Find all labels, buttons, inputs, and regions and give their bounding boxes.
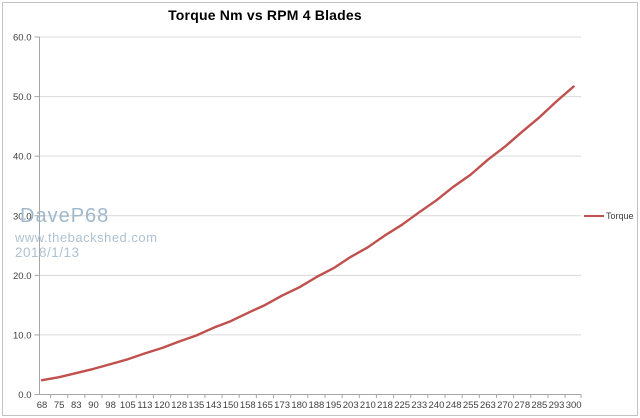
x-axis-label: 120 — [154, 400, 170, 411]
x-axis-label: 240 — [429, 400, 445, 411]
y-axis-label: 30.0 — [13, 211, 32, 222]
y-axis-label: 20.0 — [13, 271, 32, 282]
x-axis-label: 218 — [377, 400, 393, 411]
legend: Torque — [584, 211, 634, 221]
x-axis-label: 203 — [343, 400, 359, 411]
chart-title: Torque Nm vs RPM 4 Blades — [168, 7, 362, 23]
y-axis-label: 40.0 — [13, 152, 32, 163]
y-axis-label: 10.0 — [13, 330, 32, 341]
x-axis-label: 255 — [463, 400, 479, 411]
x-axis-label: 270 — [497, 400, 513, 411]
y-axis-label: 60.0 — [13, 33, 32, 44]
x-axis-label: 180 — [291, 400, 307, 411]
x-axis-label: 158 — [240, 400, 256, 411]
x-axis-label: 135 — [188, 400, 204, 411]
x-axis-label: 225 — [394, 400, 410, 411]
x-axis-label: 233 — [411, 400, 427, 411]
x-axis-label: 293 — [549, 400, 565, 411]
x-axis-label: 300 — [566, 400, 582, 411]
x-axis-label: 188 — [308, 400, 324, 411]
x-axis-label: 165 — [257, 400, 273, 411]
x-axis-label: 113 — [137, 400, 152, 411]
y-axis-label: 50.0 — [13, 92, 32, 103]
x-axis-label: 150 — [223, 400, 239, 411]
legend-line-sample-torque — [584, 214, 604, 218]
x-axis-label: 143 — [206, 400, 222, 411]
torque-series-line — [40, 85, 575, 382]
x-axis-label: 210 — [360, 400, 376, 411]
x-axis-label: 285 — [531, 400, 547, 411]
legend-label: Torque — [606, 211, 634, 221]
x-axis-label: 83 — [71, 400, 82, 411]
x-axis-label: 278 — [514, 400, 530, 411]
x-axis-label: 105 — [120, 400, 136, 411]
x-axis-label: 98 — [105, 400, 116, 411]
x-axis-label: 128 — [171, 400, 187, 411]
y-axis-label: 0.0 — [18, 390, 31, 401]
x-axis-label: 248 — [446, 400, 462, 411]
x-axis-label: 68 — [37, 400, 48, 411]
x-axis-label: 195 — [326, 400, 342, 411]
x-axis-label: 90 — [88, 400, 99, 411]
x-axis-label: 173 — [274, 400, 290, 411]
x-axis-label: 263 — [480, 400, 496, 411]
x-axis-label: 75 — [54, 400, 65, 411]
